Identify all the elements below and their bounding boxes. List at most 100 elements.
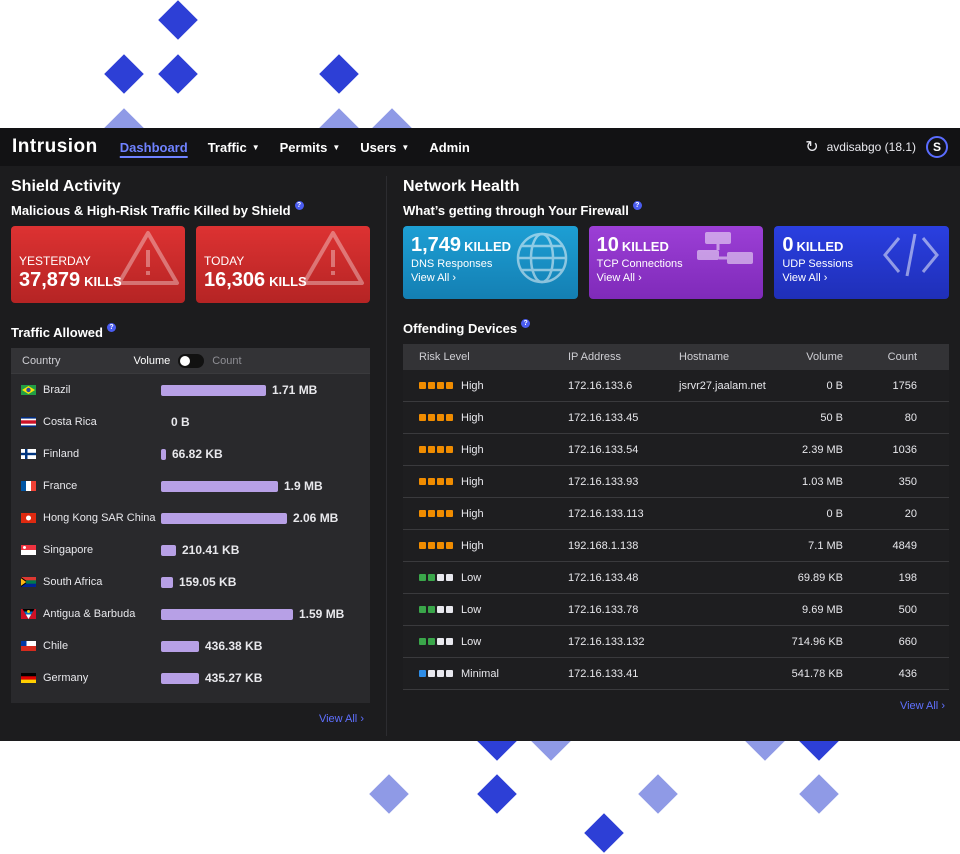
risk-cell: Low xyxy=(403,604,568,616)
risk-level-square xyxy=(446,510,453,517)
risk-level-square xyxy=(419,638,426,645)
table-row[interactable]: High 172.16.133.113 0 B 20 xyxy=(403,498,949,530)
traffic-row[interactable]: Hong Kong SAR China 2.06 MB xyxy=(11,502,370,534)
table-row[interactable]: Low 172.16.133.48 69.89 KB 198 xyxy=(403,562,949,594)
help-icon[interactable]: ? xyxy=(521,319,531,328)
risk-level-square xyxy=(446,542,453,549)
nav-dashboard[interactable]: Dashboard xyxy=(119,139,188,155)
traffic-view-all[interactable]: View All › xyxy=(318,713,364,725)
risk-level-square xyxy=(437,670,444,677)
kill-card-yesterday[interactable]: YESTERDAY 37,879 KILLS xyxy=(11,226,185,303)
volume-cell: 69.89 KB xyxy=(797,571,843,584)
table-row[interactable]: High 172.16.133.45 50 B 80 xyxy=(403,402,949,434)
count-cell: 198 xyxy=(898,571,917,584)
risk-cell: Minimal xyxy=(403,668,568,680)
traffic-row[interactable]: Germany 435.27 KB xyxy=(11,662,370,694)
chevron-right-icon: › xyxy=(452,272,457,284)
flag-icon xyxy=(21,513,36,523)
volume-bar xyxy=(161,608,293,620)
udp-value: 0 KILLED xyxy=(782,234,844,256)
tcp-card[interactable]: 10 KILLED TCP Connections View All › xyxy=(588,226,764,299)
risk-level-square xyxy=(419,510,426,517)
table-row[interactable]: Low 172.16.133.78 9.69 MB 500 xyxy=(403,594,949,626)
risk-label: Low xyxy=(461,603,482,616)
traffic-row[interactable]: Chile 436.38 KB xyxy=(11,630,370,662)
traffic-title: Traffic Allowed? xyxy=(11,323,370,340)
traffic-row[interactable]: Singapore 210.41 KB xyxy=(11,534,370,566)
risk-cell: High xyxy=(403,380,568,392)
volume-count-toggle[interactable] xyxy=(178,353,205,368)
volume-cell: 50 B xyxy=(820,411,843,424)
kill-card-today[interactable]: TODAY 16,306 KILLS xyxy=(196,226,370,303)
risk-level-square xyxy=(446,670,453,677)
toggle-volume-label[interactable]: Volume xyxy=(133,354,171,367)
nav-traffic[interactable]: Traffic ▼ xyxy=(207,139,260,155)
table-row[interactable]: High 192.168.1.138 7.1 MB 4849 xyxy=(403,530,949,562)
table-row[interactable]: High 172.16.133.6 jsrvr27.jaalam.net 0 B 175… xyxy=(403,370,949,402)
udp-card[interactable]: 0 KILLED UDP Sessions View All › xyxy=(774,226,950,299)
risk-level-square xyxy=(419,606,426,613)
country-name: France xyxy=(43,480,78,492)
avatar[interactable]: S xyxy=(926,136,948,158)
risk-level-square xyxy=(428,510,435,517)
nav-users[interactable]: Users ▼ xyxy=(360,139,410,155)
nav-permits[interactable]: Permits ▼ xyxy=(279,139,341,155)
kill-card-value: 37,879 KILLS xyxy=(19,269,122,291)
risk-level-square xyxy=(446,414,453,421)
count-cell: 20 xyxy=(904,507,917,520)
risk-level-square xyxy=(446,382,453,389)
table-row[interactable]: High 172.16.133.54 2.39 MB 1036 xyxy=(403,434,949,466)
col-risk[interactable]: Risk Level xyxy=(419,351,470,363)
traffic-row[interactable]: France 1.9 MB xyxy=(11,470,370,502)
help-icon[interactable]: ? xyxy=(632,201,642,210)
kill-card-value: 16,306 KILLS xyxy=(204,269,307,291)
udp-view-all[interactable]: View All › xyxy=(782,272,828,284)
toggle-count-label[interactable]: Count xyxy=(212,354,242,367)
decor-diamond xyxy=(799,774,839,814)
table-row[interactable]: Minimal 172.16.133.41 541.78 KB 436 xyxy=(403,658,949,690)
traffic-row[interactable]: Costa Rica 0 B xyxy=(11,406,370,438)
traffic-row[interactable]: Antigua & Barbuda 1.59 MB xyxy=(11,598,370,630)
dns-card[interactable]: 1,749 KILLED DNS Responses View All › xyxy=(403,226,578,299)
traffic-row[interactable]: Finland 66.82 KB xyxy=(11,438,370,470)
count-cell: 660 xyxy=(898,635,917,648)
risk-level-square xyxy=(428,574,435,581)
col-host[interactable]: Hostname xyxy=(679,351,730,363)
nav-admin[interactable]: Admin xyxy=(429,139,470,155)
dns-view-all[interactable]: View All › xyxy=(411,272,457,284)
volume-bar xyxy=(161,512,287,524)
risk-cell: High xyxy=(403,508,568,520)
table-row[interactable]: Low 172.16.133.132 714.96 KB 660 xyxy=(403,626,949,658)
decor-diamond xyxy=(319,54,359,94)
risk-level-square xyxy=(419,414,426,421)
risk-label: Low xyxy=(461,635,482,648)
risk-cell: High xyxy=(403,412,568,424)
volume-bar xyxy=(161,384,266,396)
volume-value: 2.06 MB xyxy=(293,511,339,525)
col-country: Country xyxy=(22,354,61,367)
network-title: Network Health xyxy=(403,178,520,195)
shield-section: Shield Activity Malicious & High-Risk Tr… xyxy=(11,178,370,725)
col-ip[interactable]: IP Address xyxy=(568,351,621,363)
table-row[interactable]: High 172.16.133.93 1.03 MB 350 xyxy=(403,466,949,498)
count-cell: 4849 xyxy=(892,539,917,552)
count-cell: 1756 xyxy=(892,379,917,392)
decor-diamond xyxy=(638,774,678,814)
tcp-view-all[interactable]: View All › xyxy=(596,272,642,284)
col-volume[interactable]: Volume xyxy=(806,351,843,363)
network-cards: 1,749 KILLED DNS Responses View All › 10 K… xyxy=(403,226,950,299)
user-name[interactable]: avdisabgo (18.1) xyxy=(826,140,916,154)
volume-bar xyxy=(161,480,278,492)
help-icon[interactable]: ? xyxy=(106,323,116,332)
offending-view-all[interactable]: View All › xyxy=(899,700,945,712)
risk-level-square xyxy=(428,382,435,389)
traffic-row[interactable]: Brazil 1.71 MB xyxy=(11,374,370,406)
help-icon[interactable]: ? xyxy=(294,201,304,210)
traffic-row[interactable]: South Africa 159.05 KB xyxy=(11,566,370,598)
country-name: Singapore xyxy=(43,544,94,556)
col-count[interactable]: Count xyxy=(887,351,917,363)
refresh-icon[interactable]: ↻ xyxy=(805,139,819,156)
risk-label: Minimal xyxy=(461,667,499,680)
risk-level-square xyxy=(419,382,426,389)
